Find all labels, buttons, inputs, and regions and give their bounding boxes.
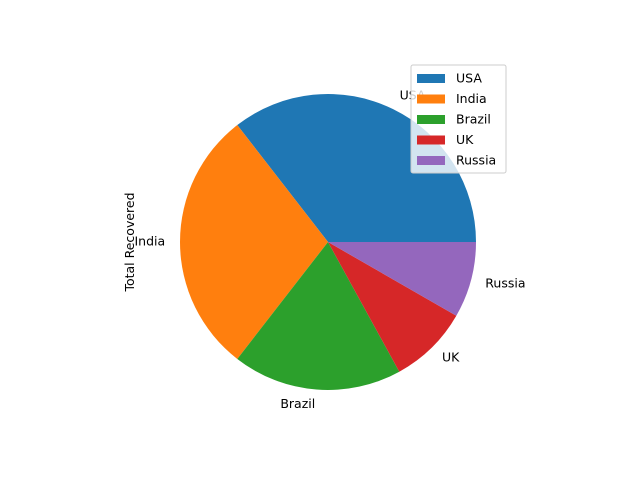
slice-label-india: India — [135, 234, 166, 249]
legend-swatch-brazil — [417, 115, 445, 124]
legend-frame — [410, 64, 507, 174]
legend-label-russia: Russia — [456, 153, 496, 168]
slice-label-uk: UK — [442, 350, 460, 365]
y-axis-label: Total Recovered — [122, 192, 137, 292]
slice-label-russia: Russia — [485, 275, 525, 290]
pie-slice-uk — [328, 242, 457, 372]
legend-swatch-india — [417, 94, 445, 104]
slice-label-brazil: Brazil — [280, 396, 315, 411]
pie-slice-india — [180, 125, 328, 359]
legend: USA India Brazil UK Russia — [410, 64, 507, 174]
pie-slice-russia — [328, 242, 476, 316]
legend-swatch-uk — [417, 135, 445, 145]
legend-swatch-russia — [417, 156, 445, 165]
pie-slice-brazil — [237, 242, 400, 390]
legend-label-brazil: Brazil — [456, 112, 491, 127]
legend-swatch-usa — [417, 74, 445, 83]
legend-label-uk: UK — [456, 132, 474, 147]
legend-label-india: India — [456, 91, 487, 106]
legend-label-usa: USA — [456, 71, 482, 86]
legend-entries: USA India Brazil UK Russia — [417, 71, 496, 168]
